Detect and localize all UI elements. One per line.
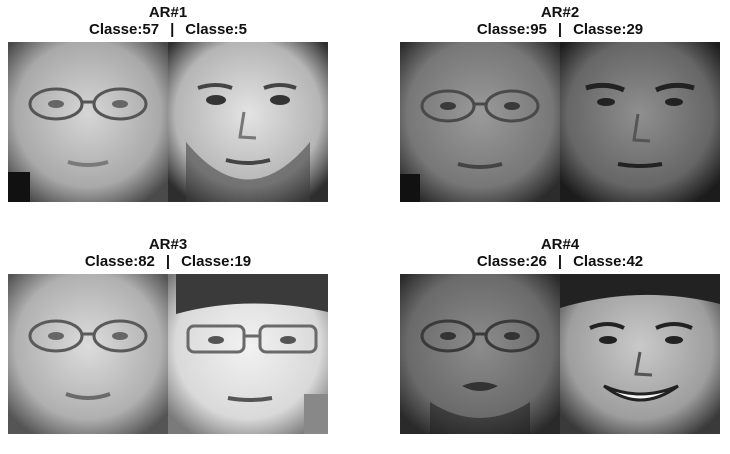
- face-pair-image: [8, 274, 328, 434]
- left-class-label: Classe:82: [84, 253, 155, 270]
- panel-ar1: AR#1 Classe:57 | Classe:5: [8, 4, 328, 206]
- panel-title: AR#2: [540, 4, 580, 21]
- class-labels: Classe:82 | Classe:19: [8, 253, 328, 270]
- separator: |: [557, 21, 563, 38]
- class-labels: Classe:95 | Classe:29: [400, 21, 720, 38]
- panel-ar2: AR#2 Classe:95 | Classe:29: [400, 4, 720, 206]
- right-class-label: Classe:19: [181, 253, 252, 270]
- class-labels: Classe:57 | Classe:5: [8, 21, 328, 38]
- class-labels: Classe:26 | Classe:42: [400, 253, 720, 270]
- panel-title: AR#1: [148, 4, 188, 21]
- separator: |: [165, 253, 171, 270]
- left-class-label: Classe:57: [89, 21, 160, 38]
- right-class-label: Classe:42: [573, 253, 644, 270]
- panel-title: AR#3: [148, 236, 188, 253]
- panel-ar4: AR#4 Classe:26 | Classe:42: [400, 236, 720, 438]
- panel-ar3: AR#3 Classe:82 | Classe:19: [8, 236, 328, 438]
- separator: |: [170, 21, 175, 38]
- face-pair-image: [8, 42, 328, 202]
- face-pair-image: [400, 274, 720, 434]
- left-class-label: Classe:26: [476, 253, 547, 270]
- panel-title: AR#4: [540, 236, 580, 253]
- face-pair-image: [400, 42, 720, 202]
- separator: |: [557, 253, 563, 270]
- left-class-label: Classe:95: [476, 21, 547, 38]
- right-class-label: Classe:5: [185, 21, 247, 38]
- right-class-label: Classe:29: [573, 21, 644, 38]
